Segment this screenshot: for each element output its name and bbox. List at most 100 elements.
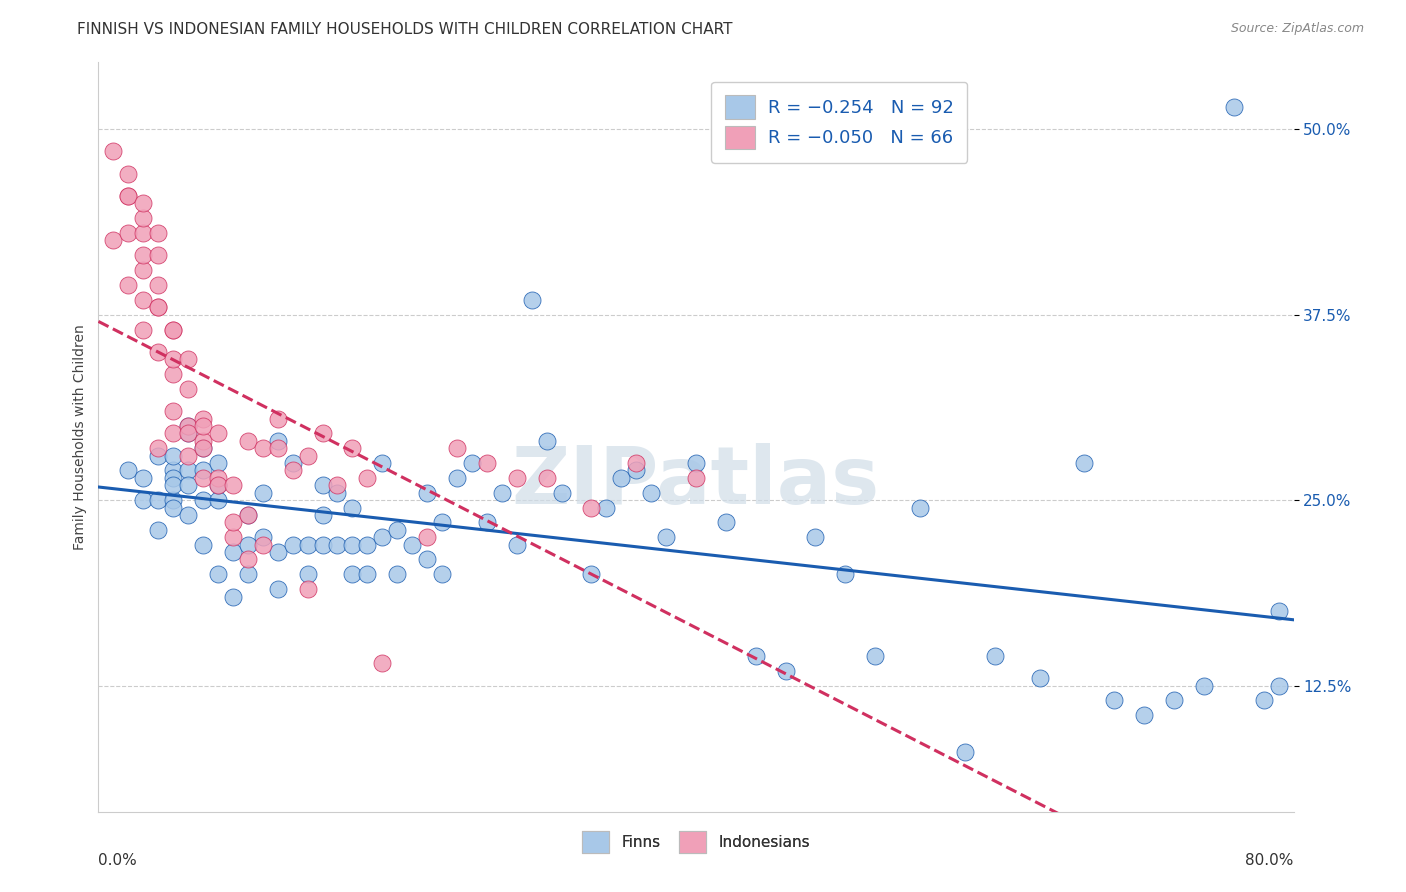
Point bbox=[148, 278, 170, 293]
Point bbox=[132, 226, 155, 240]
Point bbox=[356, 538, 378, 552]
Point bbox=[148, 300, 170, 314]
Point bbox=[1104, 693, 1126, 707]
Point bbox=[177, 419, 200, 434]
Point bbox=[626, 463, 648, 477]
Point bbox=[1253, 693, 1275, 707]
Point bbox=[236, 552, 259, 566]
Point bbox=[148, 449, 170, 463]
Point bbox=[117, 189, 139, 203]
Point bbox=[775, 664, 797, 678]
Point bbox=[281, 538, 304, 552]
Text: Source: ZipAtlas.com: Source: ZipAtlas.com bbox=[1230, 22, 1364, 36]
Point bbox=[162, 449, 184, 463]
Point bbox=[626, 456, 648, 470]
Point bbox=[267, 411, 290, 425]
Point bbox=[177, 478, 200, 492]
Point bbox=[475, 516, 498, 530]
Point bbox=[342, 441, 364, 455]
Text: ZIPatlas: ZIPatlas bbox=[512, 443, 880, 521]
Point bbox=[685, 471, 707, 485]
Point bbox=[461, 456, 484, 470]
Point bbox=[953, 745, 976, 759]
Point bbox=[191, 441, 214, 455]
Point bbox=[148, 344, 170, 359]
Point bbox=[117, 167, 139, 181]
Point bbox=[236, 538, 259, 552]
Point bbox=[1223, 100, 1246, 114]
Point bbox=[177, 508, 200, 522]
Point bbox=[207, 567, 229, 582]
Point bbox=[311, 426, 333, 441]
Point bbox=[162, 478, 184, 492]
Point bbox=[385, 523, 409, 537]
Point bbox=[908, 500, 931, 515]
Point bbox=[177, 449, 200, 463]
Point bbox=[297, 538, 319, 552]
Point bbox=[252, 441, 274, 455]
Point bbox=[191, 471, 214, 485]
Point bbox=[1028, 671, 1050, 685]
Point bbox=[267, 441, 290, 455]
Point bbox=[267, 434, 290, 448]
Point bbox=[446, 441, 468, 455]
Point bbox=[132, 293, 155, 307]
Point bbox=[117, 226, 139, 240]
Point bbox=[191, 463, 214, 477]
Point bbox=[1163, 693, 1185, 707]
Point bbox=[371, 530, 394, 544]
Point bbox=[162, 367, 184, 381]
Point bbox=[745, 648, 768, 663]
Point bbox=[595, 500, 617, 515]
Point bbox=[148, 523, 170, 537]
Point bbox=[326, 478, 349, 492]
Point bbox=[162, 426, 184, 441]
Point bbox=[984, 648, 1007, 663]
Point bbox=[356, 471, 378, 485]
Point bbox=[342, 538, 364, 552]
Point bbox=[103, 145, 125, 159]
Point bbox=[416, 485, 439, 500]
Text: 80.0%: 80.0% bbox=[1246, 853, 1294, 868]
Point bbox=[371, 657, 394, 671]
Point bbox=[177, 426, 200, 441]
Point bbox=[222, 516, 245, 530]
Point bbox=[222, 545, 245, 559]
Point bbox=[162, 493, 184, 508]
Point bbox=[581, 500, 603, 515]
Point bbox=[191, 434, 214, 448]
Point bbox=[177, 352, 200, 367]
Point bbox=[714, 516, 737, 530]
Point bbox=[207, 426, 229, 441]
Point bbox=[117, 189, 139, 203]
Point bbox=[207, 471, 229, 485]
Point bbox=[685, 456, 707, 470]
Point bbox=[132, 263, 155, 277]
Point bbox=[177, 382, 200, 396]
Point bbox=[162, 322, 184, 336]
Point bbox=[297, 567, 319, 582]
Point bbox=[207, 493, 229, 508]
Point bbox=[536, 471, 558, 485]
Point bbox=[506, 538, 529, 552]
Point bbox=[191, 493, 214, 508]
Point bbox=[117, 278, 139, 293]
Point bbox=[132, 493, 155, 508]
Point bbox=[162, 352, 184, 367]
Point bbox=[132, 211, 155, 226]
Point bbox=[191, 411, 214, 425]
Point bbox=[103, 234, 125, 248]
Point bbox=[1133, 708, 1156, 723]
Point bbox=[222, 590, 245, 604]
Point bbox=[1267, 679, 1289, 693]
Point bbox=[207, 478, 229, 492]
Point bbox=[132, 248, 155, 262]
Point bbox=[1073, 456, 1095, 470]
Point bbox=[148, 493, 170, 508]
Y-axis label: Family Households with Children: Family Households with Children bbox=[73, 324, 87, 550]
Point bbox=[236, 567, 259, 582]
Point bbox=[506, 471, 529, 485]
Point bbox=[222, 478, 245, 492]
Point bbox=[117, 463, 139, 477]
Point bbox=[326, 485, 349, 500]
